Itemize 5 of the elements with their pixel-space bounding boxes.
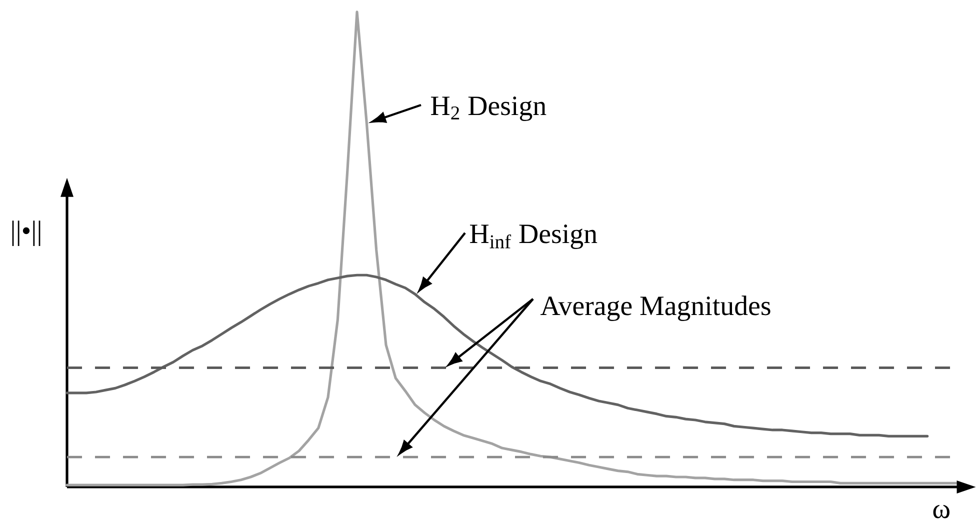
y-axis-title: ||•|| [12, 220, 40, 246]
x-axis-title: ω [933, 504, 950, 518]
text: H$_{2}$ Design [431, 96, 546, 122]
text: H$_{inf}$ Design [470, 224, 598, 250]
annotation: Average Magnitudes [540, 296, 770, 321]
